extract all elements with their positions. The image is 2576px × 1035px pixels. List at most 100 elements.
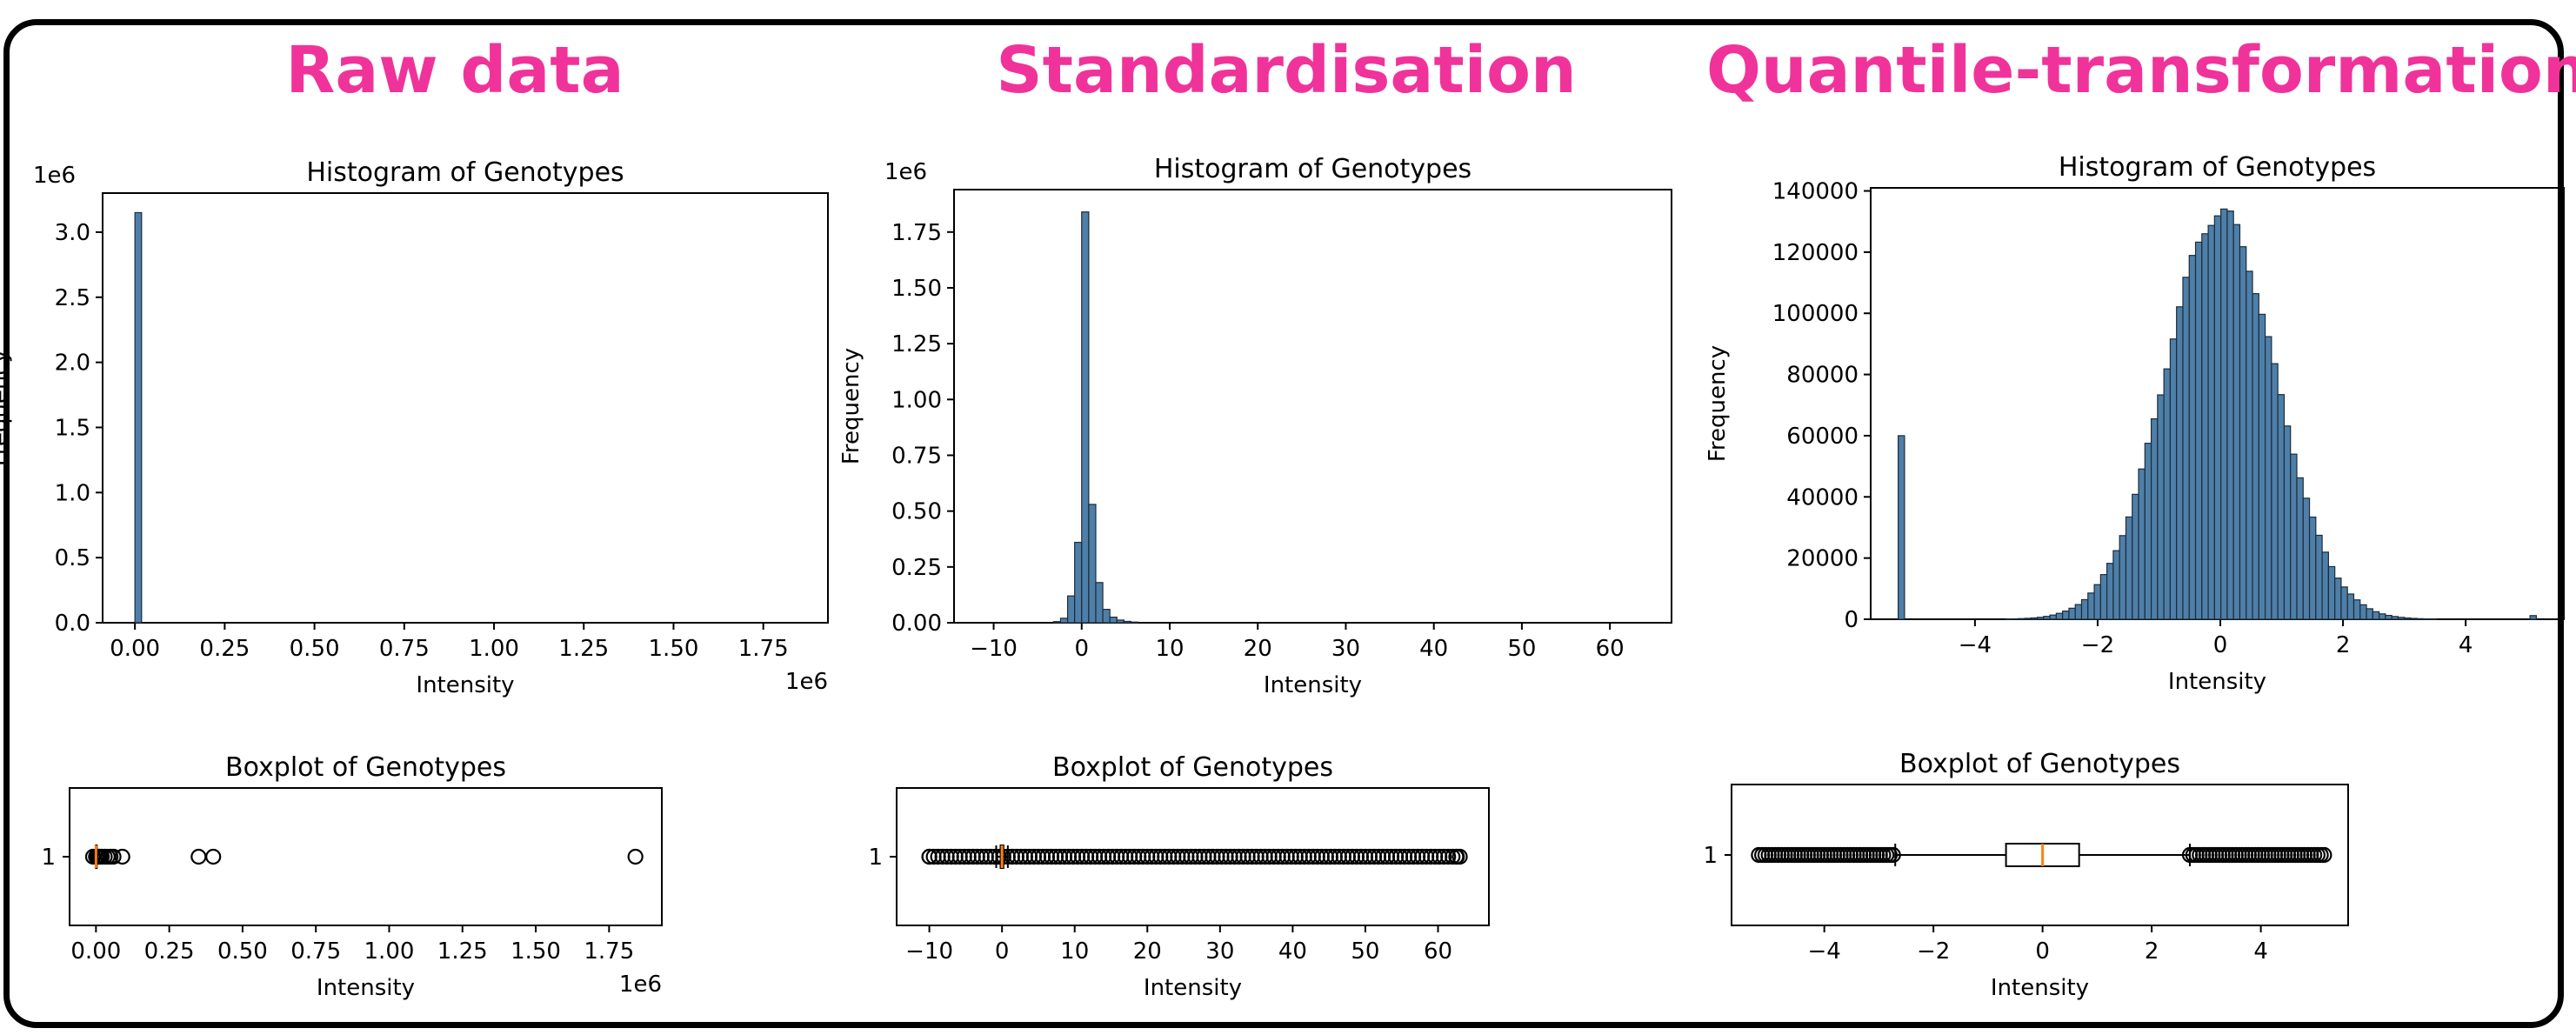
- boxplot-0-outlier: [105, 848, 122, 865]
- hist-1-y-tick-label: 0.00: [891, 611, 942, 637]
- boxplot-1-x-tick-label: −10: [905, 938, 953, 965]
- boxplot-2-x-tick-label: 4: [2253, 938, 2268, 965]
- hist-2-bar: [2252, 293, 2259, 620]
- hist-2-y-tick-label: 0: [1844, 607, 1859, 633]
- hist-0-y-axis-label: Frequency: [0, 350, 13, 466]
- hist-0-x-tick-label: 1.00: [469, 636, 519, 662]
- hist-1-x-tick-label: 20: [1244, 636, 1272, 662]
- hist-2-bar: [2352, 599, 2361, 620]
- hist-2-bar: [2327, 565, 2336, 620]
- boxplot-1-x-tick-label: 60: [1424, 938, 1452, 965]
- hist-2-bar: [2080, 598, 2089, 620]
- hist-1-y-tick-label: 0.75: [891, 443, 942, 469]
- hist-2-y-tick-label: 60000: [1786, 424, 1859, 450]
- hist-1-x-tick-label: 30: [1331, 636, 1360, 662]
- hist-2-bar: [2150, 417, 2159, 620]
- boxplot-1-x-tick-label: 30: [1205, 938, 1234, 965]
- hist-2-bar: [2125, 516, 2133, 620]
- hist-2-x-tick-label: 2: [2336, 632, 2351, 658]
- hist-2-bar: [2055, 612, 2064, 620]
- hist-0-y-offset-label: 1e6: [33, 163, 76, 189]
- hist-0-x-tick-label: 0.00: [110, 636, 160, 662]
- hist-2-bar: [2379, 613, 2386, 620]
- boxplot-2-outlier: [2316, 846, 2332, 864]
- hist-2-bar: [2062, 610, 2070, 620]
- hist-2-bar: [2106, 563, 2114, 620]
- hist-1-y-tick-label: 1.75: [891, 220, 942, 246]
- boxplot-0-axes-frame: [69, 787, 663, 926]
- hist-0-x-tick-label: 0.75: [379, 636, 430, 662]
- hist-2-bar: [2157, 394, 2165, 620]
- hist-2-bar: [2346, 593, 2355, 620]
- hist-1-bar: [1130, 621, 1139, 624]
- boxplot-2-x-tick-label: −4: [1807, 938, 1840, 965]
- panel-title-quantile-transformation: Quantile-transformation: [1706, 33, 2576, 108]
- panel-title-standardisation: Standardisation: [996, 33, 1577, 108]
- hist-2-bar: [2018, 618, 2025, 620]
- hist-2-spike-bar: [1898, 435, 1905, 620]
- hist-1-y-tick-label: 1.25: [891, 331, 942, 357]
- hist-0-title: Histogram of Genotypes: [306, 157, 624, 188]
- hist-0-x-axis-label: Intensity: [416, 672, 514, 698]
- boxplot-1-title: Boxplot of Genotypes: [1052, 752, 1333, 783]
- hist-2-bar: [2334, 578, 2342, 620]
- hist-2-bar: [2410, 618, 2418, 620]
- boxplot-0-x-tick-label: 1.75: [584, 938, 634, 965]
- hist-2-bar: [2308, 516, 2317, 620]
- hist-0-axes-frame: [102, 192, 829, 624]
- hist-2-y-tick-label: 100000: [1772, 301, 1859, 327]
- hist-2-bar: [2163, 368, 2172, 620]
- hist-2-bar: [2182, 277, 2190, 620]
- hist-2-y-tick-label: 20000: [1786, 546, 1859, 572]
- hist-2-bar: [2385, 614, 2392, 620]
- hist-2-bar: [2188, 255, 2197, 620]
- hist-0-x-tick-label: 1.75: [738, 636, 789, 662]
- hist-2-bar: [2283, 425, 2292, 620]
- boxplot-0-x-axis-label: Intensity: [317, 975, 415, 1001]
- boxplot-0-x-offset-label: 1e6: [619, 972, 662, 998]
- hist-2-bar: [2226, 210, 2234, 620]
- hist-2-bar: [2239, 246, 2247, 620]
- hist-1-bar: [1074, 541, 1083, 624]
- hist-2-y-axis-label: Frequency: [1705, 345, 1731, 462]
- hist-1-bar: [1095, 582, 1104, 624]
- hist-1-bar: [1059, 618, 1069, 624]
- hist-2-bar: [2011, 618, 2019, 620]
- hist-0-x-tick-label: 0.50: [290, 636, 340, 662]
- hist-1-y-axis-label: Frequency: [838, 348, 864, 464]
- hist-2-y-tick-label: 120000: [1772, 240, 1859, 266]
- hist-2-bar: [2144, 443, 2152, 620]
- hist-2-bar: [2264, 336, 2272, 620]
- hist-2-x-tick-label: 0: [2213, 632, 2228, 658]
- hist-0-y-tick-label: 2.0: [55, 351, 90, 377]
- boxplot-2-x-tick-label: 2: [2145, 938, 2159, 965]
- hist-2-bar: [2213, 215, 2222, 620]
- boxplot-0-outlier: [627, 848, 644, 865]
- hist-2-bar: [2005, 618, 2013, 620]
- boxplot-1-outlier: [1452, 848, 1468, 865]
- boxplot-2-x-tick-label: −2: [1917, 938, 1950, 965]
- hist-0-y-tick-label: 0.5: [55, 545, 90, 571]
- hist-2-bar: [2422, 618, 2431, 620]
- hist-1-y-tick-label: 0.25: [891, 555, 942, 581]
- boxplot-1-outlier: [1440, 848, 1457, 865]
- hist-2-x-tick-label: −2: [2081, 632, 2114, 658]
- hist-1-y-tick-label: 0.50: [891, 499, 942, 525]
- hist-1-bar: [1102, 608, 1111, 624]
- hist-0-x-offset-label: 1e6: [785, 669, 828, 695]
- boxplot-0-outlier: [114, 848, 130, 865]
- hist-1-y-tick-label: 1.00: [891, 387, 942, 413]
- hist-2-bar: [2093, 584, 2101, 620]
- hist-0-y-tick-label: 0.0: [55, 611, 90, 637]
- boxplot-1-outlier: [921, 848, 938, 865]
- hist-2-bar: [2207, 224, 2215, 620]
- hist-2-x-axis-label: Intensity: [2168, 669, 2266, 695]
- hist-2-bar: [2321, 551, 2329, 620]
- hist-1-axes-frame: [953, 189, 1672, 624]
- hist-2-bar: [2036, 617, 2045, 620]
- hist-1-bar: [1109, 616, 1118, 624]
- hist-2-bar: [2024, 618, 2032, 620]
- boxplot-2-x-axis-label: Intensity: [1991, 975, 2089, 1001]
- hist-0-y-tick-label: 1.5: [55, 415, 90, 441]
